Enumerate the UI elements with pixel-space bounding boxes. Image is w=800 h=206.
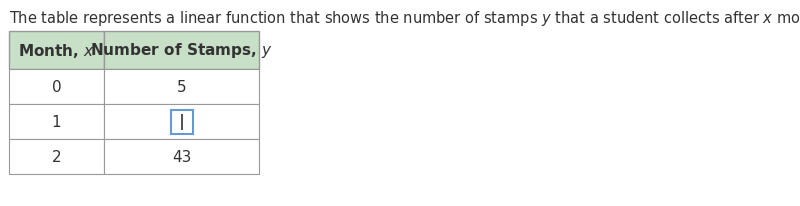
Bar bbox=[9, 70, 104, 104]
Text: The table represents a linear function that shows the number of stamps $y$ that : The table represents a linear function t… bbox=[9, 9, 800, 28]
Bar bbox=[104, 104, 259, 139]
Text: 0: 0 bbox=[52, 80, 62, 95]
Bar bbox=[170, 110, 193, 134]
Bar bbox=[104, 32, 259, 70]
Text: 5: 5 bbox=[177, 80, 186, 95]
Text: 43: 43 bbox=[172, 149, 191, 164]
Bar bbox=[9, 32, 104, 70]
Text: 1: 1 bbox=[52, 115, 62, 129]
Text: Month, $x$: Month, $x$ bbox=[18, 42, 95, 60]
Text: Number of Stamps, $y$: Number of Stamps, $y$ bbox=[90, 41, 273, 60]
Bar bbox=[104, 139, 259, 174]
Bar bbox=[9, 139, 104, 174]
Bar bbox=[104, 70, 259, 104]
Text: 2: 2 bbox=[52, 149, 62, 164]
Bar bbox=[9, 104, 104, 139]
